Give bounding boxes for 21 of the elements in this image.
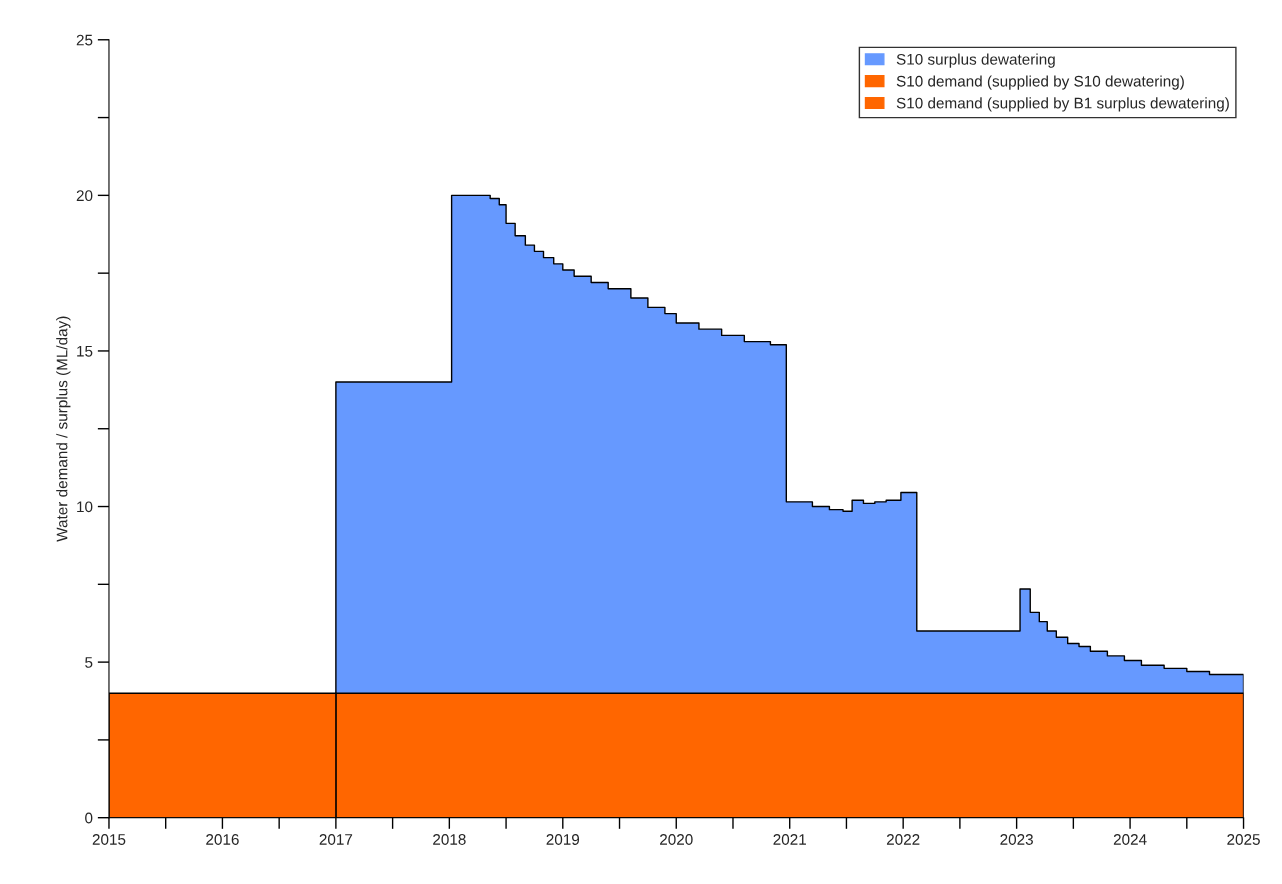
x-tick-label: 2025 [1227, 834, 1260, 845]
x-tick-label: 2018 [433, 834, 466, 845]
y-tick-label: 10 [77, 501, 93, 513]
x-tick-label: 2020 [660, 834, 693, 845]
legend-label: S10 demand (supplied by B1 surplus dewatering) [896, 97, 1229, 112]
legend-label: S10 surplus dewatering [896, 53, 1055, 68]
y-axis-title: Water demand / surplus (ML/day) [56, 316, 71, 542]
x-tick-label: 2022 [886, 834, 920, 845]
x-tick-label: 2017 [319, 834, 353, 845]
x-tick-label: 2023 [1000, 834, 1033, 845]
x-tick-label: 2021 [773, 834, 806, 845]
legend-label: S10 demand (supplied by S10 dewatering) [896, 75, 1184, 90]
x-tick-label: 2015 [92, 834, 126, 845]
y-tick-label: 5 [85, 657, 93, 668]
x-tick-label: 2016 [206, 834, 239, 845]
x-tick-label: 2019 [546, 834, 580, 845]
y-tick-label: 20 [76, 190, 93, 202]
y-tick-label: 0 [85, 812, 93, 824]
y-tick-label: 15 [77, 345, 93, 357]
y-tick-label: 25 [76, 34, 93, 46]
x-tick-label: 2024 [1113, 834, 1147, 845]
